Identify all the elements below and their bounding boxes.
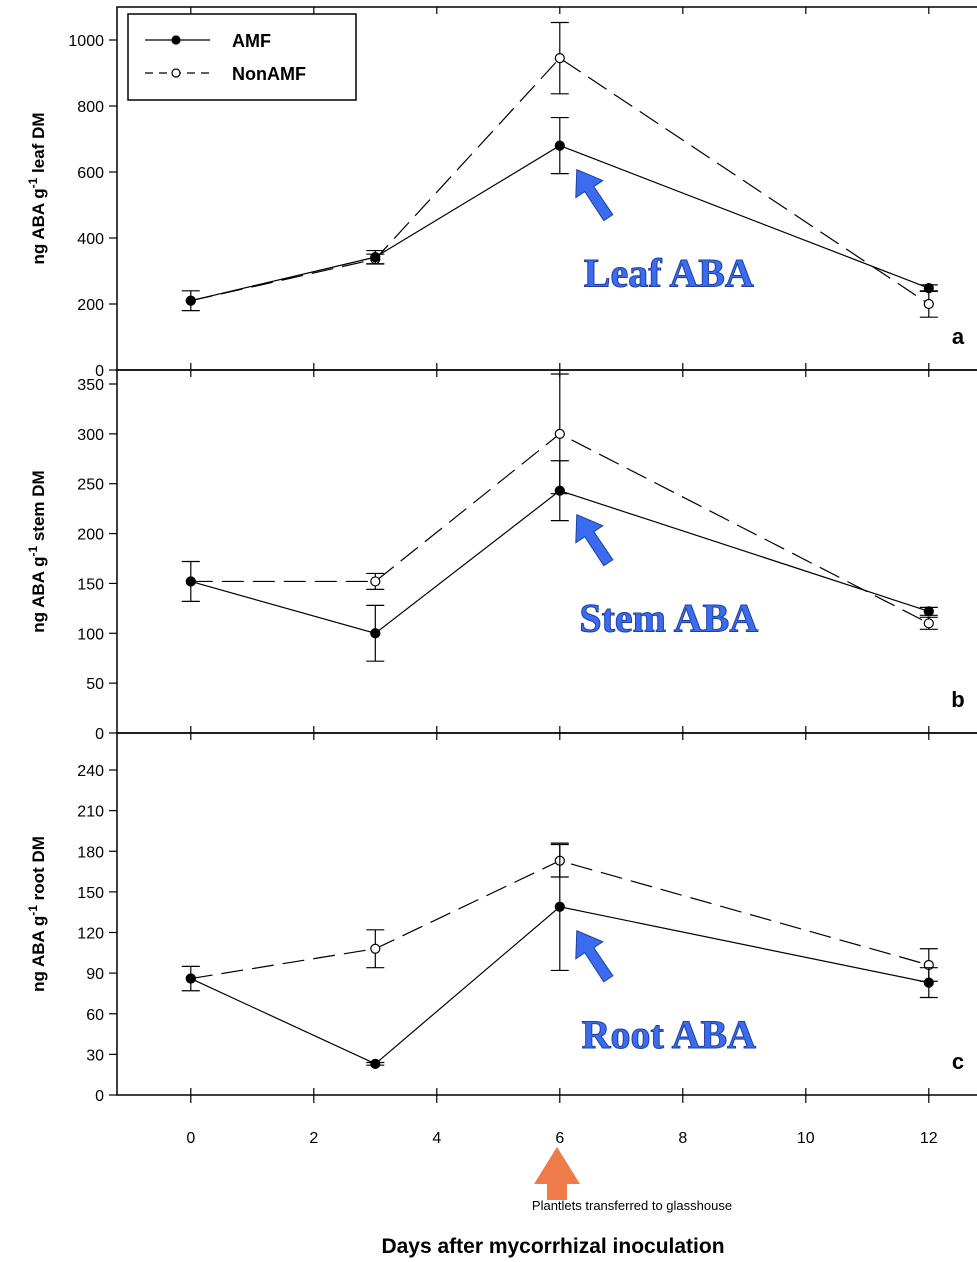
series-line-NonAMF xyxy=(190,433,930,624)
data-point-NonAMF xyxy=(370,943,381,954)
y-tick-label: 250 xyxy=(77,477,104,494)
glasshouse-arrow-icon xyxy=(534,1147,580,1200)
series-line-AMF xyxy=(190,906,929,1065)
data-point-NonAMF xyxy=(370,576,381,587)
data-point-AMF xyxy=(185,973,196,984)
series-line-AMF xyxy=(190,490,929,634)
y-tick-label: 150 xyxy=(77,576,104,593)
x-tick-label: 12 xyxy=(920,1130,938,1147)
y-axis-label: ng ABA g-1 leaf DM xyxy=(26,112,48,264)
panel-letter: c xyxy=(952,1049,964,1074)
data-point-AMF xyxy=(554,140,565,151)
data-point-AMF xyxy=(185,576,196,587)
legend-label: NonAMF xyxy=(232,64,306,84)
panel-b: 0 50 100 150 200 250 300 350 ng ABA g-1 stem DM b… xyxy=(26,369,977,743)
panel-frame xyxy=(116,732,977,1096)
legend: AMF NonAMF xyxy=(127,13,357,101)
x-tick-label: 4 xyxy=(432,1130,441,1147)
data-point-NonAMF xyxy=(923,618,934,629)
callout-arrow-icon xyxy=(575,930,614,983)
y-tick-label: 50 xyxy=(86,676,104,693)
x-tick-label: 0 xyxy=(186,1130,195,1147)
legend-marker xyxy=(171,35,181,45)
data-point-NonAMF xyxy=(554,53,565,64)
y-tick-label: 200 xyxy=(77,297,104,314)
callout-arrow-icon xyxy=(575,168,614,222)
callout-label: Root ABA xyxy=(582,1012,757,1057)
y-tick-label: 0 xyxy=(95,1088,104,1105)
callout-label: Stem ABA xyxy=(579,596,758,641)
data-point-AMF xyxy=(923,283,934,294)
x-tick-label: 10 xyxy=(797,1130,815,1147)
y-tick-label: 600 xyxy=(77,165,104,182)
y-tick-label: 120 xyxy=(77,926,104,943)
x-tick-label: 8 xyxy=(678,1130,687,1147)
data-point-AMF xyxy=(185,295,196,306)
y-tick-label: 300 xyxy=(77,427,104,444)
series-line-NonAMF xyxy=(190,860,929,980)
data-point-AMF xyxy=(923,977,934,988)
y-tick-label: 0 xyxy=(95,363,104,380)
data-point-AMF xyxy=(554,485,565,496)
y-tick-label: 240 xyxy=(77,763,104,780)
legend-label: AMF xyxy=(232,31,271,51)
data-point-AMF xyxy=(370,252,381,263)
y-tick-label: 100 xyxy=(77,626,104,643)
x-tick-label: 6 xyxy=(555,1130,564,1147)
legend-box xyxy=(127,13,357,101)
data-point-AMF xyxy=(923,606,934,617)
y-tick-label: 400 xyxy=(77,231,104,248)
panel-frame xyxy=(116,369,977,734)
data-point-AMF xyxy=(370,1058,381,1069)
callout-arrow-icon xyxy=(575,513,614,567)
glasshouse-note: Plantlets transferred to glasshouse xyxy=(532,1198,732,1213)
y-tick-label: 90 xyxy=(86,966,104,983)
panel-letter: a xyxy=(952,324,965,349)
y-axis-label: ng ABA g-1 stem DM xyxy=(26,470,48,632)
legend-marker xyxy=(171,68,181,78)
y-tick-label: 350 xyxy=(77,377,104,394)
y-tick-label: 800 xyxy=(77,99,104,116)
y-tick-label: 60 xyxy=(86,1007,104,1024)
y-tick-label: 30 xyxy=(86,1047,104,1064)
y-tick-label: 1000 xyxy=(68,33,104,50)
panel-a: 0 200 400 600 800 1000 ng ABA g-1 leaf DM a Leaf… xyxy=(26,6,977,380)
x-tick-label: 2 xyxy=(309,1130,318,1147)
y-axis-label: ng ABA g-1 root DM xyxy=(26,836,48,992)
panel-letter: b xyxy=(951,687,964,712)
x-axis-label: Days after mycorrhizal inoculation xyxy=(381,1235,724,1258)
series-line-AMF xyxy=(190,144,930,302)
callout-label: Leaf ABA xyxy=(584,251,754,296)
series-line-NonAMF xyxy=(190,57,930,305)
data-point-AMF xyxy=(554,901,565,912)
y-tick-label: 210 xyxy=(77,804,104,821)
data-point-NonAMF xyxy=(923,298,934,310)
data-point-AMF xyxy=(370,628,381,639)
panel-c: 0 30 60 90 120 150 180 210 240 0 2 4 6 8 10 12 ng ABA g-… xyxy=(26,732,977,1147)
y-tick-label: 150 xyxy=(77,885,104,902)
data-point-NonAMF xyxy=(554,428,565,439)
y-tick-label: 0 xyxy=(95,726,104,743)
y-tick-label: 200 xyxy=(77,527,104,544)
y-tick-label: 180 xyxy=(77,844,104,861)
